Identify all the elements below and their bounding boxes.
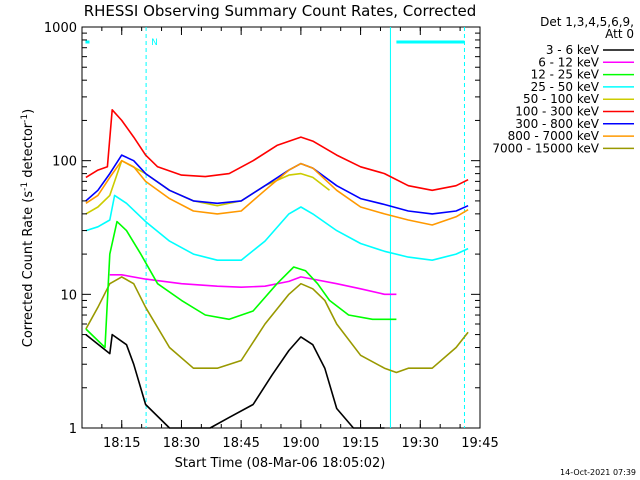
x-tick-label-5: 19:30 [402, 436, 439, 451]
x-tick-label-3: 19:00 [282, 436, 319, 451]
x-axis-label: Start Time (08-Mar-06 18:05:02) [175, 456, 386, 471]
x-tick-label-1: 18:30 [163, 436, 200, 451]
series-line-8 [85, 276, 469, 374]
series-line-7 [85, 159, 469, 226]
x-tick-label-0: 18:15 [103, 436, 140, 451]
y-tick-label-3: 1000 [44, 21, 77, 36]
chart-title: RHESSI Observing Summary Count Rates, Co… [84, 2, 477, 20]
x-tick-label-6: 19:45 [461, 436, 498, 451]
y-axis-label: Corrected Count Rate (s-1 detector-1) [20, 109, 36, 347]
axes-layer: 18:15 18:30 18:45 19:00 19:15 19:30 19:45 1 10 10… [44, 21, 499, 451]
y-axis-label-main: Corrected Count Rate (s [21, 191, 36, 348]
legend-label-2: 12 - 25 keV [531, 68, 600, 82]
legend-header-line2: Att 0 [605, 27, 634, 41]
legend-label-1: 6 - 12 keV [538, 55, 600, 69]
series-line-2 [85, 220, 397, 349]
series-line-5 [85, 109, 469, 192]
legend-label-0: 3 - 6 keV [546, 43, 600, 57]
series-line-1 [109, 273, 397, 296]
series-line-6 [85, 154, 469, 215]
y-tick-label-2: 100 [52, 155, 77, 170]
y-tick-label-1: 10 [60, 288, 77, 303]
series-line-0 [85, 333, 385, 429]
series-line-3 [85, 194, 469, 262]
y-axis-label-exp2: -1 [20, 114, 30, 123]
legend-label-7: 800 - 7000 keV [508, 129, 600, 143]
series-layer [85, 109, 469, 429]
legend-label-5: 100 - 300 keV [515, 105, 599, 119]
legend-label-4: 50 - 100 keV [523, 92, 600, 106]
night-marker-label: N [151, 38, 158, 48]
legend-header-line1: Det 1,3,4,5,6,9, [540, 15, 634, 29]
series-line-4 [85, 159, 330, 215]
x-tick-label-4: 19:15 [342, 436, 379, 451]
legend-label-6: 300 - 800 keV [515, 117, 599, 131]
y-axis-label-exp1: -1 [20, 182, 30, 191]
footer-timestamp: 14-Oct-2021 07:39 [560, 468, 636, 477]
y-axis-label-detector: detector [21, 122, 36, 182]
y-axis-label-close: ) [21, 109, 36, 114]
y-tick-label-0: 1 [69, 422, 77, 437]
legend-label-3: 25 - 50 keV [531, 80, 600, 94]
legend-label-8: 7000 - 15000 keV [492, 141, 599, 155]
x-tick-label-2: 18:45 [222, 436, 259, 451]
night-day-markers: N [85, 27, 465, 428]
